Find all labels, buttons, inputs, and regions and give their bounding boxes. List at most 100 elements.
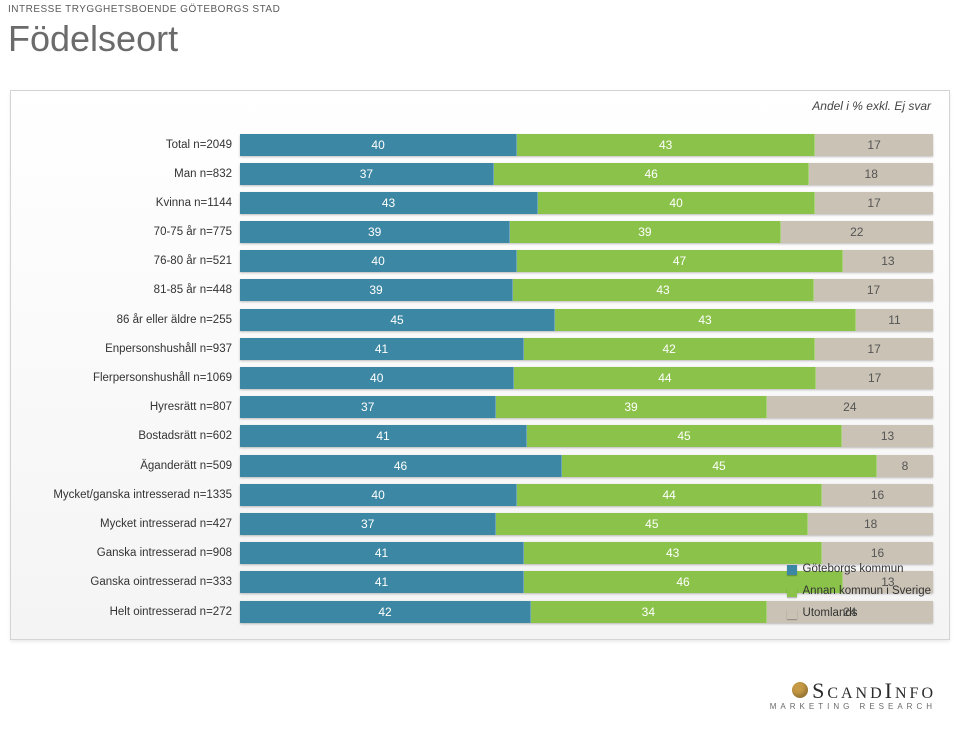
- row-label: 86 år eller äldre n=255: [27, 314, 240, 326]
- bar-segment-a: 41: [240, 338, 524, 360]
- row-label: 70-75 år n=775: [27, 226, 240, 238]
- brand-logo: SCANDINFO MARKETING RESEARCH: [770, 678, 936, 711]
- bar-segment-c: 16: [822, 484, 933, 506]
- bar-track: 373924: [240, 396, 933, 418]
- legend: Göteborgs kommunAnnan kommun i SverigeUt…: [787, 559, 931, 625]
- bar-segment-c: 24: [767, 396, 933, 418]
- bar-segment-b: 43: [524, 542, 822, 564]
- bar-segment-c: 11: [856, 309, 933, 331]
- legend-label: Utomlands: [803, 603, 858, 625]
- bar-segment-a: 39: [240, 221, 510, 243]
- chart-row: Hyresrätt n=807373924: [27, 394, 933, 421]
- legend-item: Annan kommun i Sverige: [787, 581, 931, 603]
- bar-segment-c: 13: [843, 250, 933, 272]
- bar-segment-b: 45: [496, 513, 808, 535]
- bar-segment-c: 17: [816, 367, 933, 389]
- legend-swatch: [787, 565, 797, 575]
- bar-segment-b: 45: [527, 425, 842, 447]
- bar-track: 404317: [240, 134, 933, 156]
- chart-row: Bostadsrätt n=602414513: [27, 423, 933, 450]
- bar-segment-b: 39: [496, 396, 766, 418]
- row-label: 76-80 år n=521: [27, 255, 240, 267]
- bar-segment-a: 42: [240, 601, 531, 623]
- bar-segment-b: 45: [562, 455, 877, 477]
- legend-swatch: [787, 609, 797, 619]
- row-label: Kvinna n=1144: [27, 197, 240, 209]
- bar-track: 404416: [240, 484, 933, 506]
- bar-track: 434017: [240, 192, 933, 214]
- chart-panel: Andel i % exkl. Ej svar Total n=20494043…: [10, 90, 950, 640]
- row-label: Ganska intresserad n=908: [27, 547, 240, 559]
- bar-segment-a: 46: [240, 455, 562, 477]
- bar-segment-a: 40: [240, 367, 514, 389]
- page-title: Födelseort: [8, 18, 178, 60]
- bar-segment-c: 18: [808, 513, 933, 535]
- row-label: 81-85 år n=448: [27, 284, 240, 296]
- bar-track: 374618: [240, 163, 933, 185]
- chart-row: Kvinna n=1144434017: [27, 189, 933, 216]
- chart-row: Total n=2049404317: [27, 131, 933, 158]
- bar-segment-b: 43: [555, 309, 856, 331]
- bar-segment-c: 8: [877, 455, 933, 477]
- bar-segment-a: 40: [240, 250, 517, 272]
- legend-item: Utomlands: [787, 603, 931, 625]
- bar-segment-c: 17: [815, 192, 933, 214]
- row-label: Flerpersonshushåll n=1069: [27, 372, 240, 384]
- bar-segment-c: 22: [781, 221, 933, 243]
- bar-segment-b: 44: [517, 484, 822, 506]
- bar-segment-a: 45: [240, 309, 555, 331]
- bar-track: 454311: [240, 309, 933, 331]
- row-label: Man n=832: [27, 168, 240, 180]
- row-label: Mycket/ganska intresserad n=1335: [27, 489, 240, 501]
- chart-row: 81-85 år n=448394317: [27, 277, 933, 304]
- bar-segment-a: 39: [240, 279, 513, 301]
- bar-segment-b: 43: [517, 134, 815, 156]
- bar-segment-b: 39: [510, 221, 780, 243]
- row-label: Total n=2049: [27, 139, 240, 151]
- brand-logo-icon: [792, 682, 808, 698]
- chart-row: Man n=832374618: [27, 160, 933, 187]
- bar-segment-a: 43: [240, 192, 538, 214]
- brand-logo-name: SCANDINFO: [770, 678, 936, 704]
- bar-segment-a: 41: [240, 425, 527, 447]
- bar-segment-b: 40: [538, 192, 815, 214]
- bar-track: 414513: [240, 425, 933, 447]
- chart-subtitle: Andel i % exkl. Ej svar: [812, 99, 931, 113]
- row-label: Mycket intresserad n=427: [27, 518, 240, 530]
- row-label: Hyresrätt n=807: [27, 401, 240, 413]
- bar-segment-a: 37: [240, 163, 494, 185]
- bar-segment-a: 40: [240, 134, 517, 156]
- chart-row: Mycket/ganska intresserad n=1335404416: [27, 481, 933, 508]
- bar-segment-a: 40: [240, 484, 517, 506]
- chart-row: 86 år eller äldre n=255454311: [27, 306, 933, 333]
- legend-swatch: [787, 587, 797, 597]
- bar-track: 404713: [240, 250, 933, 272]
- bar-segment-c: 13: [842, 425, 933, 447]
- bar-segment-b: 44: [514, 367, 816, 389]
- chart-rows: Total n=2049404317Man n=832374618Kvinna …: [27, 131, 933, 625]
- bar-segment-c: 18: [809, 163, 933, 185]
- chart-row: Flerpersonshushåll n=1069404417: [27, 365, 933, 392]
- row-label: Ganska ointresserad n=333: [27, 576, 240, 588]
- bar-segment-a: 37: [240, 396, 496, 418]
- bar-segment-c: 17: [815, 134, 933, 156]
- bar-segment-b: 47: [517, 250, 843, 272]
- bar-segment-c: 17: [814, 279, 933, 301]
- bar-track: 404417: [240, 367, 933, 389]
- row-label: Enpersonshushåll n=937: [27, 343, 240, 355]
- kicker-text: INTRESSE TRYGGHETSBOENDE GÖTEBORGS STAD: [8, 4, 280, 15]
- legend-label: Göteborgs kommun: [803, 559, 904, 581]
- bar-segment-b: 34: [531, 601, 767, 623]
- brand-logo-tagline: MARKETING RESEARCH: [770, 702, 936, 711]
- bar-segment-c: 17: [815, 338, 933, 360]
- legend-item: Göteborgs kommun: [787, 559, 931, 581]
- bar-segment-b: 42: [524, 338, 815, 360]
- bar-segment-a: 41: [240, 571, 524, 593]
- chart-row: Mycket intresserad n=427374518: [27, 510, 933, 537]
- chart-row: Äganderätt n=50946458: [27, 452, 933, 479]
- bar-segment-b: 46: [494, 163, 810, 185]
- page: INTRESSE TRYGGHETSBOENDE GÖTEBORGS STAD …: [0, 0, 960, 729]
- chart-row: 70-75 år n=775393922: [27, 219, 933, 246]
- row-label: Äganderätt n=509: [27, 460, 240, 472]
- row-label: Bostadsrätt n=602: [27, 430, 240, 442]
